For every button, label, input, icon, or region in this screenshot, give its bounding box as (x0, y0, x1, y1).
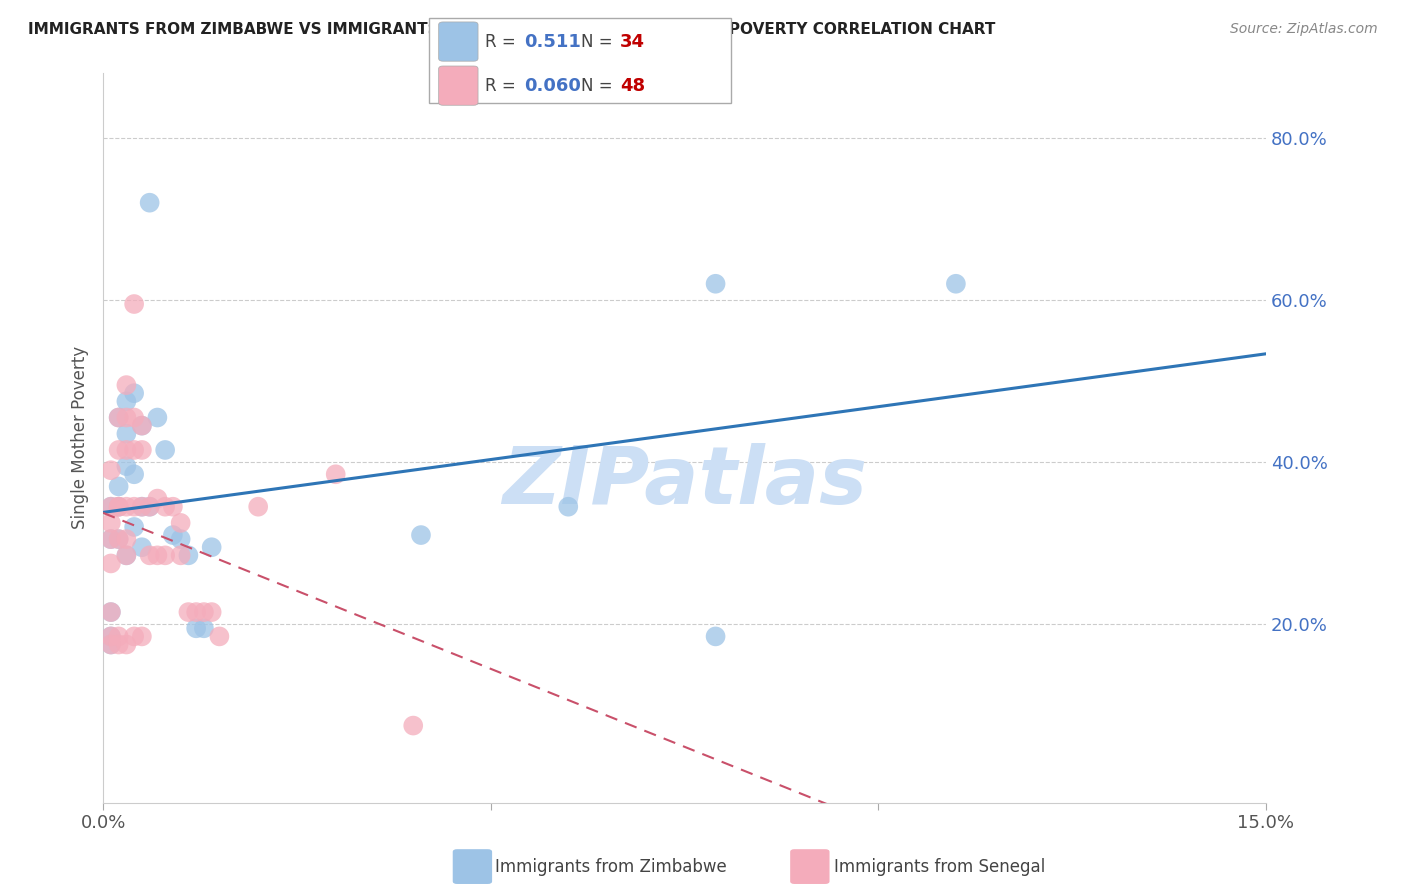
Point (107, 410, 129, 425)
Point (115, 638, 138, 652)
Text: N =: N = (581, 77, 617, 95)
Point (169, 516, 191, 530)
Point (100, 629, 122, 643)
Point (169, 549, 191, 563)
Point (122, 520, 145, 534)
Point (100, 532, 122, 546)
Point (107, 410, 129, 425)
Point (146, 549, 169, 563)
Point (100, 500, 122, 514)
Point (100, 605, 122, 619)
Point (107, 442, 129, 457)
Point (146, 410, 169, 425)
Point (162, 500, 184, 514)
Point (557, 500, 579, 514)
Point (169, 532, 191, 546)
Point (201, 605, 224, 619)
Point (138, 549, 160, 563)
Text: Immigrants from Senegal: Immigrants from Senegal (834, 858, 1045, 876)
Point (122, 386, 145, 401)
Point (208, 629, 231, 643)
Point (186, 605, 208, 619)
Point (131, 629, 153, 643)
Point (131, 500, 153, 514)
Point (100, 638, 122, 652)
Point (122, 410, 145, 425)
Text: 0.511: 0.511 (524, 33, 581, 51)
Point (945, 277, 967, 291)
Point (704, 629, 727, 643)
Point (186, 621, 208, 635)
Point (704, 277, 727, 291)
Point (146, 491, 169, 506)
Point (122, 629, 145, 643)
Point (115, 549, 138, 563)
Point (131, 500, 153, 514)
Point (177, 549, 200, 563)
Point (131, 418, 153, 433)
Text: 0.060: 0.060 (524, 77, 581, 95)
Text: 34: 34 (620, 33, 645, 51)
Point (122, 467, 145, 482)
Point (100, 532, 122, 546)
Text: 48: 48 (620, 77, 645, 95)
Point (247, 500, 270, 514)
Point (100, 557, 122, 571)
Point (131, 418, 153, 433)
Text: R =: R = (485, 33, 522, 51)
Point (115, 426, 138, 441)
Point (107, 638, 129, 652)
Text: Source: ZipAtlas.com: Source: ZipAtlas.com (1230, 22, 1378, 37)
Point (107, 500, 129, 514)
Point (177, 605, 200, 619)
Point (100, 500, 122, 514)
Point (122, 297, 145, 311)
Point (153, 500, 176, 514)
Point (402, 718, 425, 732)
Point (107, 629, 129, 643)
Point (409, 528, 432, 542)
Point (122, 500, 145, 514)
Point (115, 500, 138, 514)
Text: IMMIGRANTS FROM ZIMBABWE VS IMMIGRANTS FROM SENEGAL SINGLE MOTHER POVERTY CORREL: IMMIGRANTS FROM ZIMBABWE VS IMMIGRANTS F… (28, 22, 995, 37)
Point (115, 394, 138, 409)
Point (325, 467, 347, 482)
Point (115, 378, 138, 392)
Text: R =: R = (485, 77, 522, 95)
Point (162, 528, 184, 542)
Point (131, 442, 153, 457)
Point (131, 540, 153, 554)
Point (100, 605, 122, 619)
Point (107, 479, 129, 493)
Point (100, 463, 122, 477)
Text: N =: N = (581, 33, 617, 51)
Point (115, 549, 138, 563)
Point (193, 605, 215, 619)
Point (107, 500, 129, 514)
Point (115, 410, 138, 425)
Y-axis label: Single Mother Poverty: Single Mother Poverty (72, 346, 89, 529)
Point (153, 549, 176, 563)
Point (193, 621, 215, 635)
Point (201, 540, 224, 554)
Point (153, 442, 176, 457)
Point (115, 442, 138, 457)
Point (122, 442, 145, 457)
Point (100, 629, 122, 643)
Text: Immigrants from Zimbabwe: Immigrants from Zimbabwe (495, 858, 727, 876)
Point (138, 195, 160, 210)
Point (115, 532, 138, 546)
Text: ZIPatlas: ZIPatlas (502, 442, 868, 521)
Point (115, 459, 138, 474)
Point (100, 638, 122, 652)
Point (138, 500, 160, 514)
Point (138, 500, 160, 514)
Point (100, 516, 122, 530)
Point (107, 532, 129, 546)
Point (107, 500, 129, 514)
Point (107, 532, 129, 546)
